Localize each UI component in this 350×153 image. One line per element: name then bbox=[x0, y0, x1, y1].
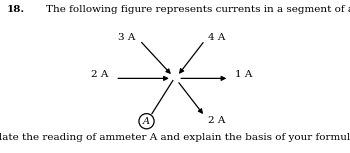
Text: A: A bbox=[143, 117, 150, 126]
Text: 2 A: 2 A bbox=[91, 70, 108, 79]
Text: 2 A: 2 A bbox=[208, 116, 225, 125]
Text: 3 A: 3 A bbox=[118, 33, 136, 42]
Text: Calculate the reading of ammeter A and explain the basis of your formulation.: Calculate the reading of ammeter A and e… bbox=[0, 133, 350, 142]
Text: 1 A: 1 A bbox=[234, 70, 252, 79]
Text: The following figure represents currents in a segment of an electric circuit.: The following figure represents currents… bbox=[46, 5, 350, 14]
Text: 18.: 18. bbox=[7, 5, 25, 14]
Text: 4 A: 4 A bbox=[208, 33, 225, 42]
